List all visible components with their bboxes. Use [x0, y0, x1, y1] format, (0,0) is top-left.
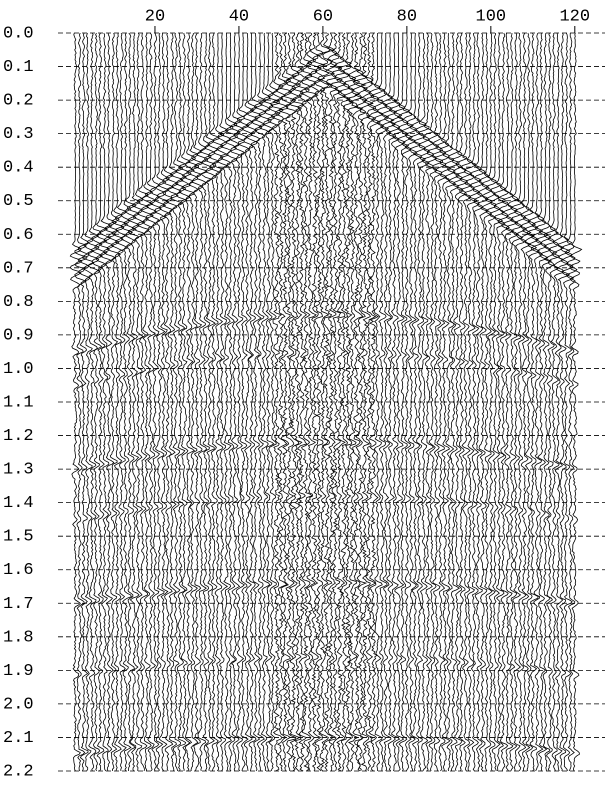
seismic-trace	[81, 32, 95, 772]
y-tick-label: 1.2	[3, 427, 34, 446]
seismic-trace	[547, 32, 561, 772]
seismic-trace	[489, 33, 504, 772]
x-tick-label: 120	[559, 7, 590, 26]
y-tick-label: 0.7	[3, 259, 34, 278]
seismic-trace	[505, 32, 519, 772]
y-tick-label: 0.4	[3, 159, 34, 178]
y-tick-label: 0.2	[3, 92, 34, 111]
y-tick-label: 2.1	[3, 729, 34, 748]
seismic-trace	[283, 32, 297, 771]
seismic-trace	[564, 32, 578, 772]
seismic-trace	[267, 32, 281, 772]
seismic-trace	[434, 32, 448, 772]
seismic-trace	[452, 32, 464, 772]
y-tick-label: 2.2	[3, 762, 34, 781]
seismic-trace	[329, 32, 343, 772]
seismic-trace	[178, 32, 192, 772]
seismic-trace	[258, 32, 272, 772]
x-tick-label: 80	[397, 7, 417, 26]
seismic-trace	[352, 32, 368, 772]
y-tick-label: 1.1	[3, 393, 34, 412]
seismic-trace	[312, 32, 326, 772]
seismic-trace	[459, 32, 473, 772]
y-tick-label: 2.0	[3, 695, 34, 714]
x-tick-label: 20	[145, 7, 165, 26]
y-tick-label: 0.1	[3, 58, 34, 77]
seismic-trace	[522, 32, 538, 772]
seismic-trace	[123, 32, 137, 772]
seismic-trace	[514, 32, 528, 772]
y-tick-label: 0.9	[3, 326, 34, 345]
seismic-trace	[336, 32, 353, 772]
seismic-trace	[442, 32, 457, 772]
y-tick-label: 0.5	[3, 192, 34, 211]
seismic-trace	[530, 32, 545, 772]
y-tick-label: 1.7	[3, 595, 34, 614]
y-tick-label: 0.3	[3, 125, 34, 144]
seismic-trace	[106, 32, 121, 772]
seismic-trace	[346, 32, 361, 772]
y-tick-label: 1.9	[3, 662, 34, 681]
y-tick-label: 1.8	[3, 628, 34, 647]
y-tick-label: 1.0	[3, 360, 34, 379]
seismic-trace	[272, 32, 289, 772]
seismic-trace	[418, 32, 430, 772]
seismic-trace	[295, 32, 310, 772]
seismic-trace	[569, 32, 583, 772]
seismic-trace	[380, 32, 395, 772]
seismic-trace	[186, 32, 199, 772]
seismic-trace	[169, 32, 184, 772]
seismic-trace	[99, 32, 113, 772]
seismic-trace	[162, 32, 175, 772]
y-tick-label: 1.4	[3, 494, 34, 513]
x-tick-label: 40	[229, 7, 249, 26]
seismic-trace	[131, 32, 146, 771]
seismic-trace	[497, 32, 510, 772]
y-tick-label: 0.6	[3, 226, 34, 245]
x-tick-label: 100	[476, 7, 507, 26]
seismic-trace	[194, 32, 209, 772]
y-tick-label: 1.5	[3, 528, 34, 547]
seismic-trace	[362, 32, 377, 772]
seismic-trace	[219, 33, 234, 772]
seismic-trace	[401, 33, 414, 772]
y-tick-label: 1.6	[3, 561, 34, 580]
x-tick-label: 60	[313, 7, 333, 26]
seismic-trace	[468, 33, 482, 772]
y-tick-label: 0.0	[3, 24, 34, 43]
seismic-trace	[481, 32, 493, 772]
y-tick-label: 0.8	[3, 293, 34, 312]
seismic-trace	[320, 32, 336, 772]
seismic-trace	[144, 32, 158, 772]
seismic-trace	[291, 32, 305, 772]
seismic-trace	[370, 32, 386, 771]
seismic-trace	[114, 32, 129, 772]
y-tick-label: 1.3	[3, 461, 34, 480]
seismic-trace	[424, 32, 440, 772]
